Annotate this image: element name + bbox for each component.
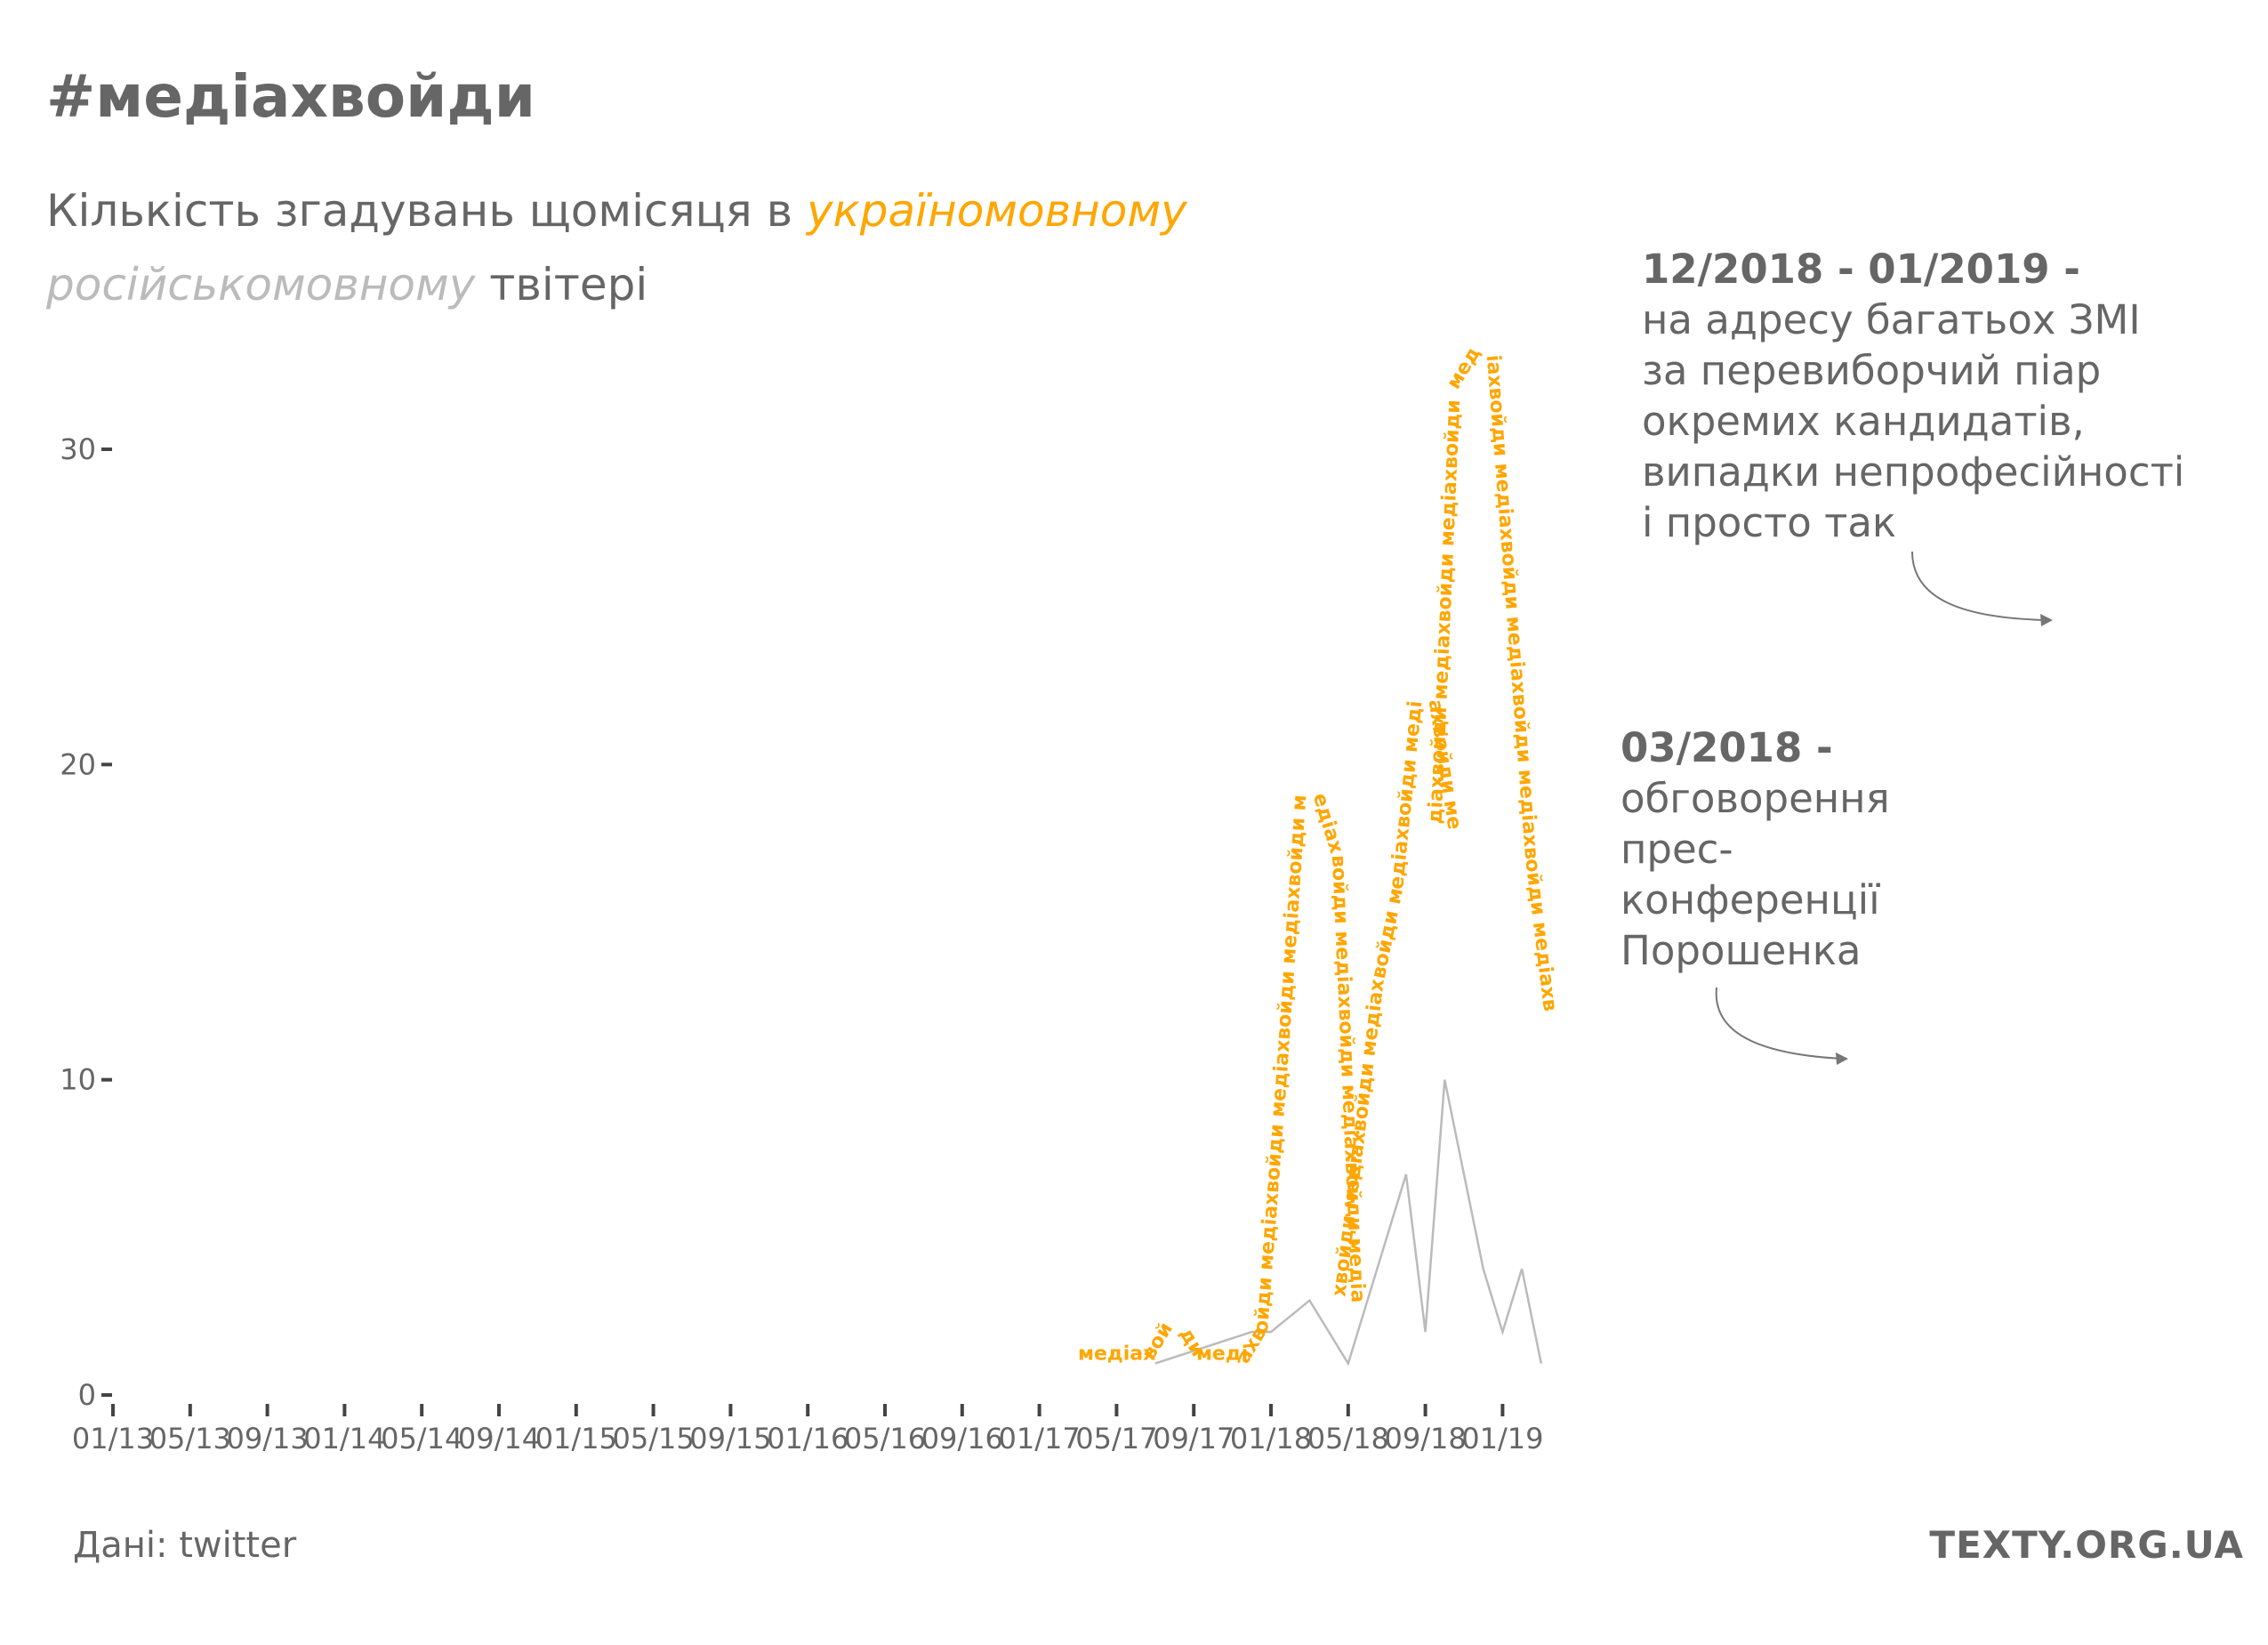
- x-tick-label: 09/18: [1384, 1422, 1466, 1456]
- x-tick-label: 09/14: [458, 1422, 540, 1456]
- x-tick-label: 01/17: [998, 1422, 1080, 1456]
- x-tick-label: 05/15: [612, 1422, 694, 1456]
- subtitle-prefix: Кількість згадувань щомісяця в: [46, 185, 807, 237]
- y-tick-label: 20: [60, 747, 96, 781]
- y-tick-label: 10: [60, 1063, 96, 1097]
- annotation-dec-2018-line: і просто так: [1642, 499, 1897, 546]
- ukrainian-series-textpath: медіахвойди медіахвойди медіахвойди меді…: [0, 0, 1561, 1367]
- subtitle-line-2: російськомовному твітері: [46, 248, 1187, 322]
- y-axis: 0 10 20 30: [60, 432, 112, 1412]
- y-tick-label: 0: [78, 1378, 96, 1412]
- annotation-dec-2018-heading: 12/2018 - 01/2019 -: [1642, 246, 2080, 293]
- x-tick-label: 01/16: [767, 1422, 848, 1456]
- brand-link[interactable]: TEXTY.ORG.UA: [1929, 1523, 2244, 1567]
- annotation-arrows: [1715, 551, 2053, 1065]
- x-tick-label: 09/13: [226, 1422, 308, 1456]
- x-tick-label: 01/19: [1461, 1422, 1543, 1456]
- annotation-march-2018-line: конференції: [1621, 876, 1880, 923]
- russian-series: [1154, 1079, 1543, 1367]
- x-tick-label: 09/15: [689, 1422, 771, 1456]
- annotation-march-2018-line: прес-: [1621, 826, 1733, 873]
- annotation-arrow-2019: [1911, 551, 2048, 621]
- x-tick-label: 05/14: [381, 1422, 462, 1456]
- annotation-dec-2018-line: випадки непрофесійності: [1642, 448, 2185, 496]
- ukrainian-legend-highlight: україномовному: [806, 185, 1187, 237]
- annotation-dec-2018-line: на адресу багатьох ЗМІ: [1642, 296, 2141, 343]
- subtitle-line-1: Кількість згадувань щомісяця в україномо…: [46, 174, 1187, 248]
- x-tick-label: 05/17: [1075, 1422, 1157, 1456]
- x-tick-label: 05/16: [844, 1422, 926, 1456]
- x-tick-label: 05/13: [149, 1422, 231, 1456]
- annotation-arrowhead-2018: [1836, 1052, 1848, 1065]
- annotation-arrow-2018: [1715, 987, 1844, 1060]
- subtitle-suffix: твітері: [475, 259, 648, 310]
- x-tick-label: 01/14: [303, 1422, 385, 1456]
- data-source: Дані: twitter: [73, 1525, 297, 1566]
- y-tick-label: 30: [60, 432, 96, 466]
- annotation-march-2018: 03/2018 - обговорення прес- конференції …: [1621, 722, 1890, 976]
- russian-legend-highlight: російськомовному: [46, 259, 476, 310]
- annotation-dec-2018-line: окремих кандидатів,: [1642, 398, 2085, 445]
- annotation-march-2018-heading: 03/2018 -: [1621, 724, 1833, 771]
- ukrainian-series: медіахвойди медіахвойди медіахвойди меді…: [0, 0, 1561, 1367]
- x-tick-label: 09/17: [1153, 1422, 1235, 1456]
- x-tick-label: 01/13: [72, 1422, 154, 1456]
- ukrainian-series-text: медіахвойди медіахвойди медіахвойди меді…: [0, 0, 1561, 1367]
- annotation-dec-2018-line: за перевиборчий піар: [1642, 347, 2102, 394]
- x-tick-label: 01/15: [535, 1422, 617, 1456]
- x-axis: 01/1305/1309/1301/1405/1409/1401/1505/15…: [72, 1404, 1544, 1456]
- x-tick-label: 01/18: [1230, 1422, 1312, 1456]
- annotation-dec-2018: 12/2018 - 01/2019 - на адресу багатьох З…: [1642, 244, 2184, 548]
- chart-title: #медіахвойди: [46, 62, 535, 131]
- annotation-march-2018-line: Порошенка: [1621, 927, 1862, 974]
- annotation-march-2018-line: обговорення: [1621, 775, 1890, 822]
- annotation-arrowhead-2019: [2040, 614, 2053, 626]
- x-tick-label: 09/16: [921, 1422, 1003, 1456]
- chart-subtitle: Кількість згадувань щомісяця в україномо…: [46, 174, 1187, 322]
- x-tick-label: 05/18: [1307, 1422, 1389, 1456]
